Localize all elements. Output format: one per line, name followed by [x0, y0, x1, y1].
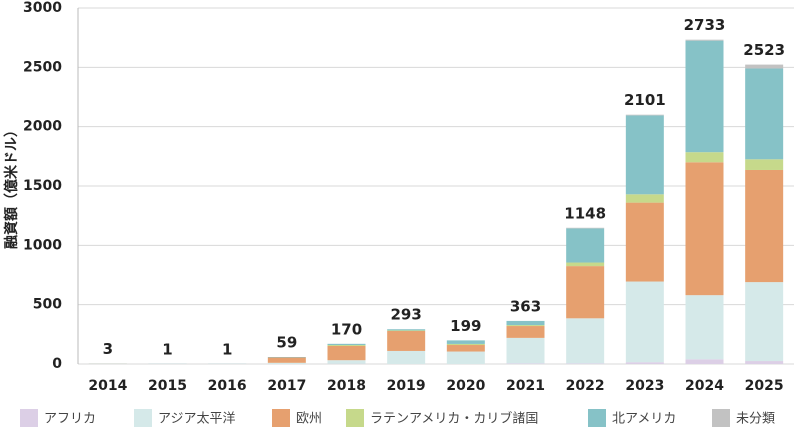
bar-segment: [387, 350, 426, 364]
bar-segment: [745, 169, 784, 283]
y-tick-label: 2000: [23, 119, 62, 135]
y-tick-label: 3000: [23, 0, 62, 16]
bar-segment: [625, 202, 664, 282]
bar-segment: [745, 159, 784, 170]
x-tick-label: 2023: [625, 378, 664, 394]
legend-label: ラテンアメリカ・カリブ諸国: [370, 411, 538, 427]
bar-segment: [446, 345, 485, 352]
bar-segment: [566, 266, 605, 319]
legend-label: アフリカ: [44, 412, 96, 427]
x-tick-label: 2016: [208, 378, 247, 394]
legend-label: 北アメリカ: [612, 412, 676, 427]
bar-segment: [446, 343, 485, 346]
legend-swatch: [346, 409, 364, 427]
x-tick-label: 2018: [327, 378, 366, 394]
total-label: 1148: [564, 204, 606, 222]
bar-segment: [625, 281, 664, 363]
legend-swatch: [134, 409, 152, 427]
legend-label: アジア太平洋: [158, 412, 235, 427]
legend-swatch: [272, 409, 290, 427]
bar-segment: [327, 345, 366, 346]
total-label: 1: [222, 340, 232, 358]
bar-segment: [745, 361, 784, 364]
total-label: 2733: [684, 16, 726, 34]
bar-segment: [685, 359, 724, 364]
bar-segment: [446, 340, 485, 344]
bar-segment: [387, 330, 426, 332]
bar-segment: [745, 68, 784, 160]
x-tick-label: 2020: [446, 378, 485, 394]
y-tick-label: 1000: [23, 237, 62, 253]
x-tick-label: 2017: [267, 378, 306, 394]
y-tick-label: 1500: [23, 178, 62, 194]
bar-segment: [566, 228, 605, 263]
total-label: 1: [162, 340, 172, 358]
bar-segment: [566, 363, 605, 364]
bar-segment: [506, 363, 545, 364]
bar-segment: [566, 262, 605, 267]
bar-segment: [267, 362, 306, 364]
legend-swatch: [712, 409, 730, 427]
bar-segment: [745, 64, 784, 69]
x-tick-label: 2014: [88, 378, 127, 394]
total-label: 2523: [743, 41, 785, 59]
bar-segment: [745, 282, 784, 362]
x-tick-label: 2024: [685, 378, 724, 394]
bar-segment: [506, 325, 545, 327]
bar-segment: [566, 318, 605, 364]
bar-segment: [327, 343, 366, 346]
total-label: 2101: [624, 91, 666, 109]
y-tick-label: 2500: [23, 59, 62, 75]
bar-segment: [327, 345, 366, 361]
total-label: 363: [510, 297, 541, 315]
bar-segment: [625, 114, 664, 116]
legend-label: 未分類: [736, 412, 775, 427]
total-label: 59: [276, 333, 297, 351]
y-tick-label: 0: [52, 356, 62, 372]
bar-segment: [625, 194, 664, 203]
bar-segment: [327, 360, 366, 364]
bar-segment: [446, 351, 485, 364]
x-tick-label: 2021: [506, 378, 545, 394]
bar-segment: [685, 152, 724, 163]
legend-swatch: [20, 409, 38, 427]
y-axis-title: 融資額（億米ドル）: [3, 123, 20, 249]
bar-segment: [685, 40, 724, 153]
x-tick-label: 2025: [745, 378, 784, 394]
total-label: 199: [450, 317, 481, 335]
bar-segment: [506, 337, 545, 364]
bar-segment: [625, 362, 664, 364]
legend-swatch: [588, 409, 606, 427]
x-tick-label: 2015: [148, 378, 187, 394]
bar-segment: [685, 162, 724, 296]
bar-segment: [625, 115, 664, 195]
y-tick-label: 500: [33, 297, 62, 313]
bar-segment: [387, 331, 426, 351]
bar-segment: [685, 295, 724, 360]
total-label: 170: [331, 320, 362, 338]
x-tick-label: 2019: [387, 378, 426, 394]
x-tick-label: 2022: [566, 378, 605, 394]
bar-segment: [685, 39, 724, 41]
total-label: 3: [103, 340, 113, 358]
bar-segment: [506, 326, 545, 338]
bar-segment: [387, 329, 426, 331]
bar-segment: [267, 357, 306, 363]
legend-label: 欧州: [296, 412, 322, 427]
bar-segment: [566, 227, 605, 229]
total-label: 293: [391, 306, 422, 324]
bar-segment: [506, 320, 545, 326]
